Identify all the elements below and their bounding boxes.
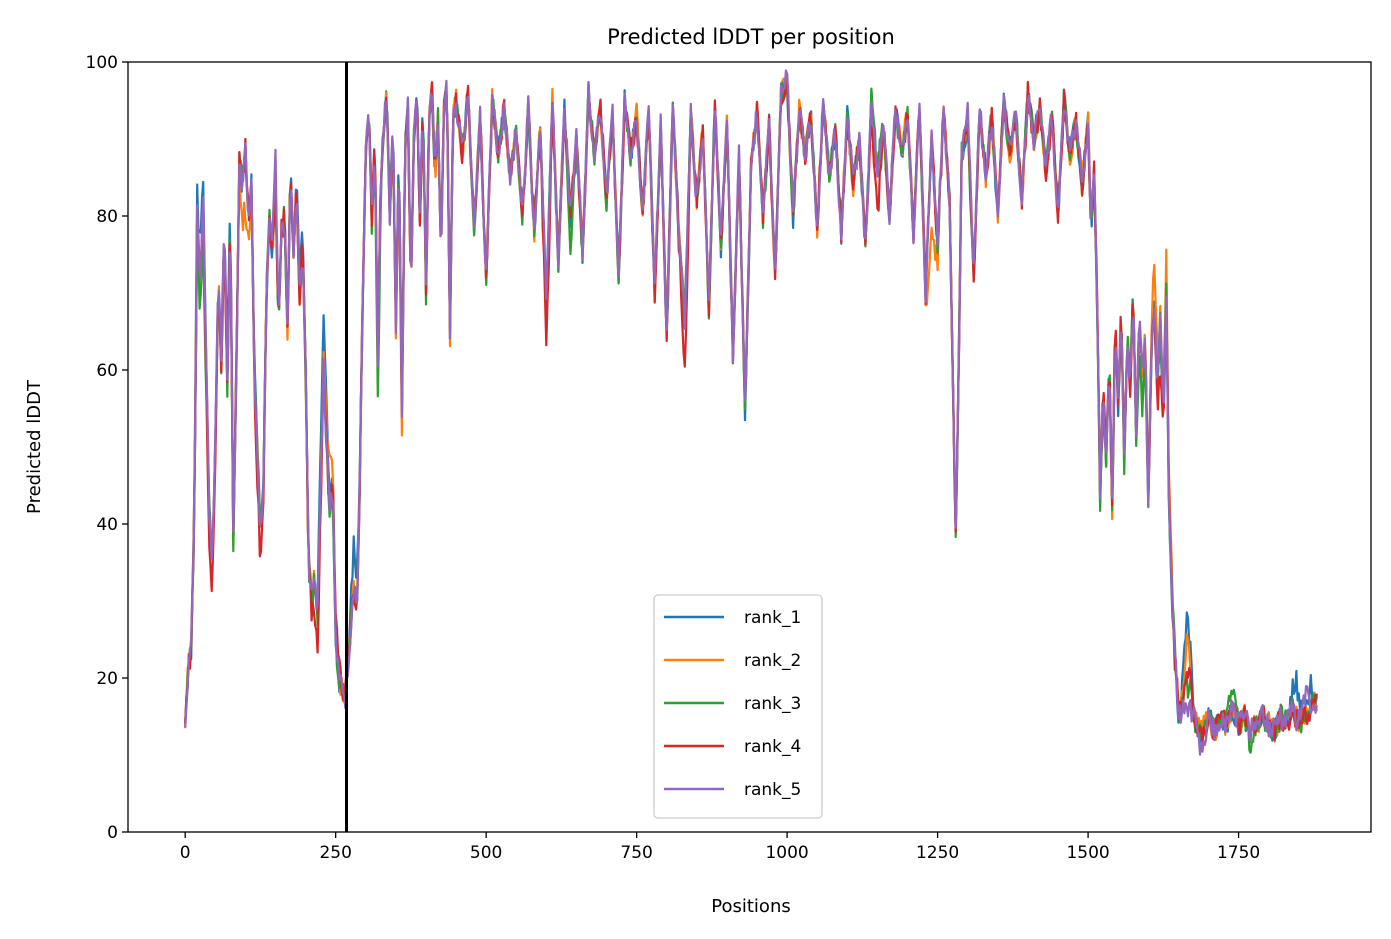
legend-label-rank_4: rank_4 bbox=[744, 737, 801, 757]
legend-label-rank_2: rank_2 bbox=[744, 651, 801, 671]
legend: rank_1 rank_2 rank_3 rank_4 rank_5 bbox=[653, 594, 823, 819]
legend-label-rank_5: rank_5 bbox=[744, 780, 801, 800]
legend-label-rank_1: rank_1 bbox=[744, 608, 801, 628]
y-tick-label: 80 bbox=[96, 207, 118, 227]
y-axis: 0 20 40 60 80 100 bbox=[86, 53, 128, 843]
x-tick-label: 1500 bbox=[1066, 843, 1109, 863]
x-tick-label: 500 bbox=[470, 843, 502, 863]
y-tick-label: 0 bbox=[107, 823, 118, 843]
x-tick-label: 1250 bbox=[916, 843, 959, 863]
plot-area bbox=[184, 62, 1318, 832]
y-tick-label: 40 bbox=[96, 515, 118, 535]
x-tick-label: 250 bbox=[319, 843, 351, 863]
x-tick-label: 1750 bbox=[1217, 843, 1260, 863]
series-line-rank_5 bbox=[184, 69, 1318, 756]
plot-frame bbox=[127, 61, 1372, 833]
x-axis: 0 250 500 750 1000 1250 1500 1750 bbox=[180, 832, 1260, 863]
y-tick-label: 20 bbox=[96, 669, 118, 689]
x-axis-label: Positions bbox=[711, 896, 790, 917]
legend-label-rank_3: rank_3 bbox=[744, 694, 801, 714]
y-tick-label: 100 bbox=[86, 53, 118, 73]
y-axis-label: Predicted lDDT bbox=[24, 379, 45, 514]
x-tick-label: 1000 bbox=[765, 843, 808, 863]
x-tick-label: 750 bbox=[620, 843, 652, 863]
chart-title: Predicted lDDT per position bbox=[607, 25, 895, 49]
x-tick-label: 0 bbox=[180, 843, 191, 863]
series-layer bbox=[184, 69, 1318, 756]
legend-box bbox=[653, 594, 823, 819]
y-tick-label: 60 bbox=[96, 361, 118, 381]
